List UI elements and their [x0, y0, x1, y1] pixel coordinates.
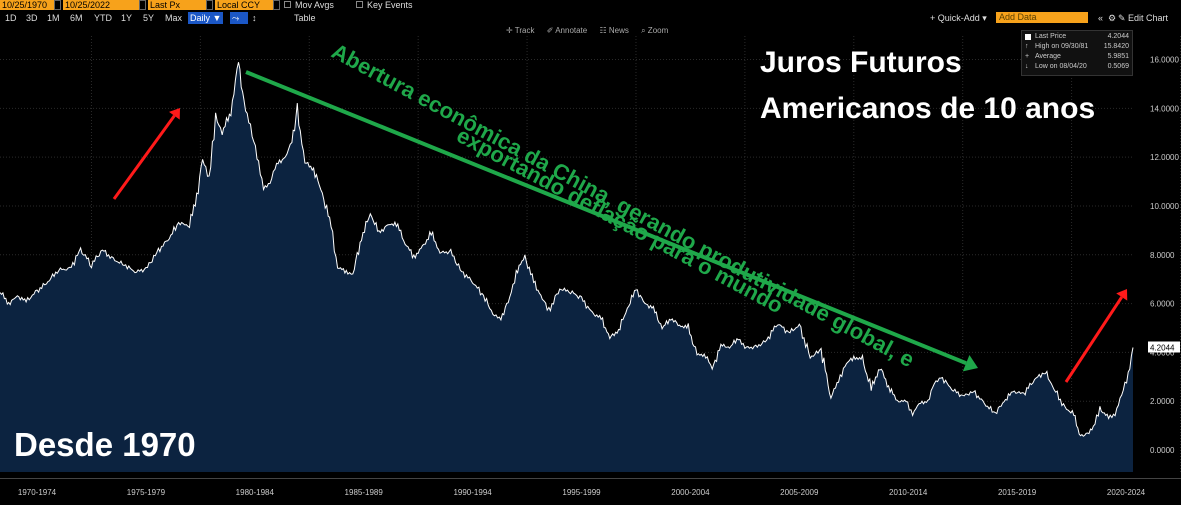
y-axis: 0.0000 2.0000 4.0000 6.0000 8.0000 10.0000 12.… [1150, 56, 1179, 456]
key-events-checkbox[interactable] [356, 1, 363, 8]
overlay-title-line1: Juros Futuros [760, 46, 962, 79]
red-arrow-left [112, 108, 180, 200]
toolbar-periods: 1D 3D 1M 6M YTD 1Y 5Y Max Daily ▼ ⤳ ↕ Ta… [0, 11, 1181, 25]
y-tick-label: 8.0000 [1150, 251, 1175, 260]
period-1m[interactable]: 1M [47, 13, 60, 23]
toolbar-top: 10/25/1970 10/25/2022 Last Px Local CCY … [0, 0, 1181, 11]
legend-high: ↑ High on 09/30/81 15.8420 [1025, 43, 1129, 50]
area-fill [0, 62, 1133, 472]
legend-average: + Average 5.9851 [1025, 53, 1129, 60]
currency-select[interactable]: Local CCY [215, 0, 277, 10]
edit-chart-button[interactable]: ✎ Edit Chart [1118, 13, 1169, 23]
chart-type-icon[interactable]: ⤳ [230, 12, 248, 24]
y-tick-label: 16.0000 [1150, 56, 1179, 65]
quick-add-button[interactable]: + Quick-Add ▾ [930, 13, 987, 23]
chart-overlay-title: Juros Futuros Americanos de 10 anos [760, 40, 1095, 132]
track-tool[interactable]: ✛ Track [506, 26, 535, 35]
y-tick-label: 2.0000 [1150, 397, 1175, 406]
start-date-field[interactable]: 10/25/1970 [0, 0, 54, 10]
period-5y[interactable]: 5Y [143, 13, 155, 23]
y-tick-label: 12.0000 [1150, 153, 1179, 162]
x-tick-label: 1970-1974 [17, 488, 57, 497]
last-value-tag: 4.2044 [1148, 341, 1180, 353]
end-date-field[interactable]: 10/25/2022 [63, 0, 139, 10]
arrow-up-icon: ↑ [1025, 43, 1029, 50]
price-field-select[interactable]: Last Px [148, 0, 210, 10]
news-tool[interactable]: ☷ News [599, 26, 629, 35]
currency-dropdown[interactable] [273, 0, 280, 10]
x-tick-label: 1990-1994 [453, 488, 492, 497]
white-square-icon [1025, 34, 1031, 40]
annotation-arrows [112, 70, 1128, 383]
chart-tools: ✛ Track ✐ Annotate ☷ News ⌕ Zoom [506, 26, 678, 36]
period-max[interactable]: Max [165, 13, 183, 23]
x-tick-label: 1975-1979 [126, 488, 166, 497]
plus-icon: + [1025, 53, 1030, 60]
legend-box: Last Price 4.2044 ↑ High on 09/30/81 15.… [1021, 30, 1133, 76]
price-line [0, 62, 1134, 437]
x-tick-label: 2015-2019 [997, 488, 1037, 497]
annotate-tool[interactable]: ✐ Annotate [546, 26, 588, 35]
frequency-select[interactable]: Daily ▼ [188, 12, 224, 24]
x-axis: 1970-1974 1975-1979 1980-1984 1985-1989 1990… [0, 478, 1181, 505]
mov-avgs-checkbox[interactable] [284, 1, 291, 8]
since-label: Desde 1970 [14, 426, 196, 463]
table-button[interactable]: Table [294, 13, 316, 23]
x-tick-label: 1985-1989 [344, 488, 383, 497]
period-ytd[interactable]: YTD [94, 13, 112, 23]
x-tick-label: 1980-1984 [235, 488, 274, 497]
chart-options-icon[interactable]: ↕ [252, 13, 257, 23]
price-field-dropdown[interactable] [206, 0, 213, 10]
start-date-dropdown[interactable] [54, 0, 61, 10]
y-tick-label: 4.0000 [1150, 348, 1175, 357]
x-tick-label: 2000-2004 [671, 488, 710, 497]
key-events-label: Key Events [367, 0, 413, 10]
mov-avgs-label: Mov Avgs [295, 0, 334, 10]
period-6m[interactable]: 6M [70, 13, 83, 23]
last-value-tag-bg [1148, 341, 1180, 353]
period-1y[interactable]: 1Y [121, 13, 133, 23]
y-tick-label: 10.0000 [1150, 202, 1179, 211]
add-data-input[interactable]: Add Data [996, 12, 1088, 23]
x-tick-label: 2010-2014 [889, 488, 928, 497]
y-tick-label: 6.0000 [1150, 300, 1175, 309]
diagonal-annotation-line2: exportando deflação para o mundo [453, 122, 788, 318]
x-tick-label: 2005-2009 [780, 488, 819, 497]
y-tick-label: 0.0000 [1150, 446, 1175, 455]
legend-last-price: Last Price 4.2044 [1025, 32, 1129, 42]
x-tick-label: 1995-1999 [562, 488, 601, 497]
end-date-dropdown[interactable] [139, 0, 146, 10]
y-tick-label: 14.0000 [1150, 104, 1179, 113]
zoom-tool[interactable]: ⌕ Zoom [641, 26, 669, 35]
period-1d[interactable]: 1D [5, 13, 17, 23]
overlay-title-line2: Americanos de 10 anos [760, 92, 1096, 125]
legend-low: ↓ Low on 08/04/20 0.5069 [1025, 63, 1129, 70]
red-arrow-right [1064, 289, 1128, 383]
last-value-tag-text: 4.2044 [1150, 343, 1175, 352]
green-arrow [245, 70, 978, 372]
settings-icon[interactable]: ⚙ [1108, 13, 1117, 23]
x-tick-label: 2020-2024 [1106, 488, 1146, 497]
arrow-down-icon: ↓ [1025, 63, 1029, 70]
collapse-icon[interactable]: « [1098, 13, 1104, 23]
period-3d[interactable]: 3D [26, 13, 38, 23]
